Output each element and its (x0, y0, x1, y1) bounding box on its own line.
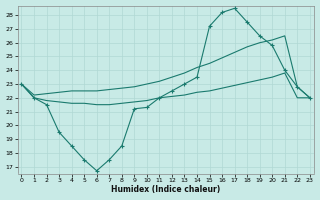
X-axis label: Humidex (Indice chaleur): Humidex (Indice chaleur) (111, 185, 220, 194)
